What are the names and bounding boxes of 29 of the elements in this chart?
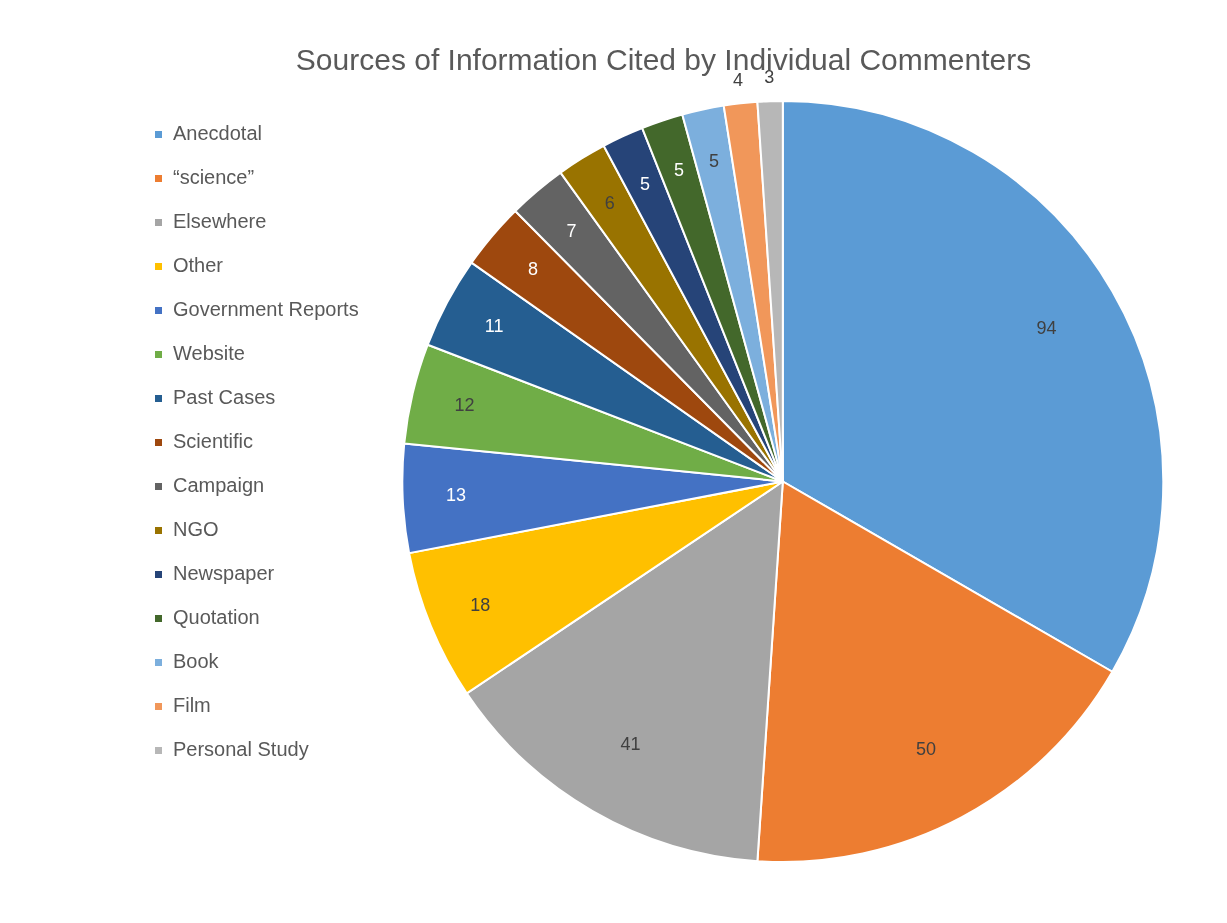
data-label: 18	[470, 594, 491, 615]
legend-label: Website	[173, 342, 245, 365]
legend-label: Film	[173, 694, 211, 717]
data-label: 4	[732, 69, 743, 90]
legend-label: Quotation	[173, 606, 260, 629]
legend-label: Anecdotal	[173, 122, 262, 145]
legend-label: Scientific	[173, 430, 254, 453]
legend-label: Government Reports	[173, 298, 359, 321]
legend-label: “science”	[173, 166, 255, 189]
data-label: 5	[640, 173, 651, 194]
data-label: 11	[484, 316, 504, 337]
data-label: 41	[620, 734, 641, 755]
legend-label: Elsewhere	[173, 210, 267, 233]
data-label: 50	[916, 739, 937, 760]
legend-label: NGO	[173, 518, 219, 541]
data-label: 13	[445, 485, 466, 506]
legend-label: Other	[173, 254, 224, 277]
data-label: 5	[673, 160, 684, 181]
legend-label: Past Cases	[173, 386, 276, 409]
legend-label: Personal Study	[173, 738, 309, 761]
legend-label: Newspaper	[173, 562, 275, 585]
data-label: 7	[566, 220, 577, 241]
data-label: 94	[1036, 318, 1057, 339]
data-label: 6	[604, 192, 615, 213]
data-label: 12	[454, 394, 475, 415]
data-label: 5	[709, 150, 720, 171]
data-label: 8	[527, 259, 538, 280]
legend-label: Campaign	[173, 474, 265, 497]
legend-label: Book	[173, 650, 220, 673]
